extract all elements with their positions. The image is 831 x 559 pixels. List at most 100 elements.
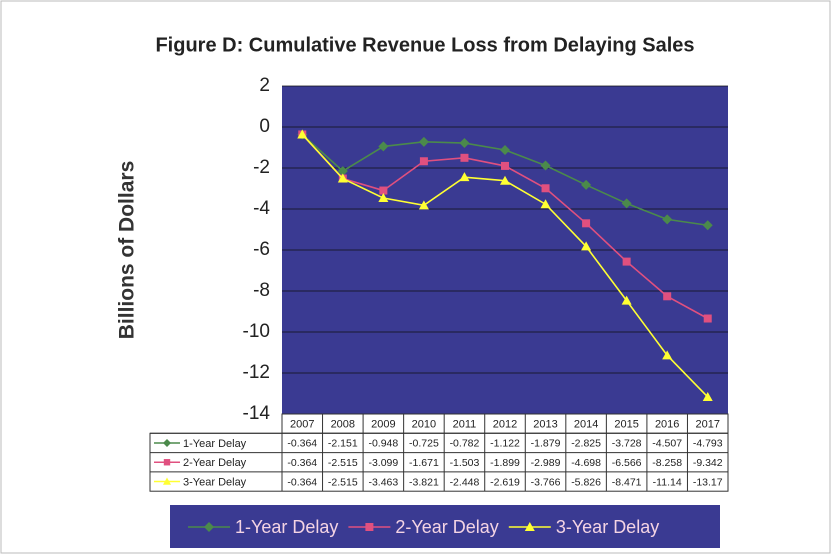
table-value: -2.151 bbox=[328, 438, 358, 450]
table-value: -2.448 bbox=[450, 476, 480, 488]
marker bbox=[621, 198, 632, 209]
marker bbox=[459, 138, 470, 149]
marker bbox=[337, 166, 348, 177]
x-tick-label: 2010 bbox=[412, 419, 436, 431]
marker bbox=[703, 314, 712, 323]
marker bbox=[662, 214, 673, 225]
marker bbox=[460, 153, 469, 162]
table-value: -1.899 bbox=[490, 457, 520, 469]
marker bbox=[501, 161, 509, 170]
table-value: -5.826 bbox=[571, 476, 601, 488]
y-tick-label: -14 bbox=[243, 403, 271, 424]
marker bbox=[163, 438, 171, 447]
x-tick-label: 2016 bbox=[655, 419, 679, 431]
marker bbox=[540, 160, 551, 171]
marker bbox=[500, 175, 510, 185]
table-value: -0.364 bbox=[287, 476, 317, 488]
x-tick-label: 2013 bbox=[533, 419, 557, 431]
legend-label: 2-Year Delay bbox=[395, 517, 498, 537]
marker bbox=[702, 220, 713, 231]
table-value: -4.698 bbox=[571, 457, 601, 469]
y-axis-label: Billions of Dollars bbox=[116, 161, 139, 340]
x-tick-label: 2017 bbox=[695, 419, 719, 431]
table-value: -2.825 bbox=[571, 438, 601, 450]
table-row-label: 2-Year Delay bbox=[183, 457, 247, 469]
chart-title: Figure D: Cumulative Revenue Loss from D… bbox=[155, 34, 694, 56]
x-tick-label: 2012 bbox=[493, 419, 517, 431]
table-value: -1.122 bbox=[490, 438, 520, 450]
table-value: -1.879 bbox=[531, 438, 561, 450]
table-value: -3.463 bbox=[368, 476, 398, 488]
marker bbox=[418, 136, 429, 147]
marker bbox=[662, 350, 673, 360]
marker bbox=[419, 157, 428, 166]
marker bbox=[541, 184, 550, 193]
marker bbox=[378, 141, 389, 152]
legend-label: 1-Year Delay bbox=[235, 517, 338, 537]
marker bbox=[365, 523, 374, 531]
table-value: -8.258 bbox=[652, 457, 682, 469]
table-value: -1.671 bbox=[409, 457, 439, 469]
marker bbox=[297, 129, 308, 139]
marker bbox=[581, 241, 592, 251]
y-tick-label: -12 bbox=[243, 362, 270, 383]
marker bbox=[500, 145, 510, 156]
table-value: -0.948 bbox=[368, 438, 398, 450]
y-tick-label: 0 bbox=[259, 116, 270, 137]
table-value: -11.14 bbox=[653, 476, 682, 488]
legend-label: 3-Year Delay bbox=[556, 517, 659, 537]
table-value: -2.619 bbox=[490, 476, 520, 488]
x-tick-label: 2011 bbox=[453, 419, 477, 431]
y-tick-label: -10 bbox=[243, 321, 270, 342]
x-tick-label: 2009 bbox=[371, 419, 395, 431]
table-value: -3.099 bbox=[368, 457, 398, 469]
table-value: -4.793 bbox=[693, 438, 723, 450]
marker bbox=[524, 522, 535, 531]
marker bbox=[663, 292, 672, 301]
table-value: -9.342 bbox=[693, 457, 723, 469]
marker bbox=[379, 186, 388, 195]
table-value: -6.566 bbox=[612, 457, 642, 469]
y-tick-label: -2 bbox=[253, 157, 270, 178]
table-row-label: 3-Year Delay bbox=[183, 476, 247, 488]
table-value: -1.503 bbox=[450, 457, 480, 469]
table-value: -8.471 bbox=[612, 476, 642, 488]
marker bbox=[418, 200, 429, 210]
table-value: -0.364 bbox=[287, 438, 317, 450]
marker bbox=[459, 172, 470, 182]
table-value: -2.515 bbox=[328, 476, 358, 488]
y-tick-label: 2 bbox=[259, 75, 270, 96]
x-tick-label: 2008 bbox=[331, 419, 355, 431]
x-tick-label: 2007 bbox=[290, 419, 314, 431]
x-tick-label: 2015 bbox=[614, 419, 638, 431]
legend-box bbox=[170, 505, 720, 548]
marker bbox=[378, 192, 389, 202]
marker bbox=[621, 295, 632, 305]
table-value: -13.17 bbox=[693, 476, 723, 488]
y-tick-label: -8 bbox=[253, 280, 270, 301]
table-value: -0.782 bbox=[450, 438, 480, 450]
marker bbox=[163, 477, 171, 485]
marker bbox=[204, 522, 214, 532]
table-value: -3.766 bbox=[531, 476, 561, 488]
marker bbox=[581, 179, 592, 190]
x-tick-label: 2014 bbox=[574, 419, 598, 431]
y-tick-label: -6 bbox=[253, 239, 270, 260]
table-value: -0.725 bbox=[409, 438, 439, 450]
marker bbox=[163, 459, 171, 466]
marker bbox=[582, 219, 591, 228]
y-tick-label: -4 bbox=[253, 198, 270, 219]
marker bbox=[622, 257, 631, 266]
marker bbox=[540, 199, 551, 209]
table-row-label: 1-Year Delay bbox=[183, 438, 247, 450]
table-value: -2.515 bbox=[328, 457, 358, 469]
table-border bbox=[149, 432, 729, 492]
table-value: -2.989 bbox=[531, 457, 561, 469]
marker bbox=[702, 391, 713, 401]
table-value: -4.507 bbox=[652, 438, 682, 450]
table-value: -3.728 bbox=[612, 438, 642, 450]
marker bbox=[337, 173, 348, 183]
table-value: -3.821 bbox=[409, 476, 439, 488]
table-value: -0.364 bbox=[287, 457, 317, 469]
